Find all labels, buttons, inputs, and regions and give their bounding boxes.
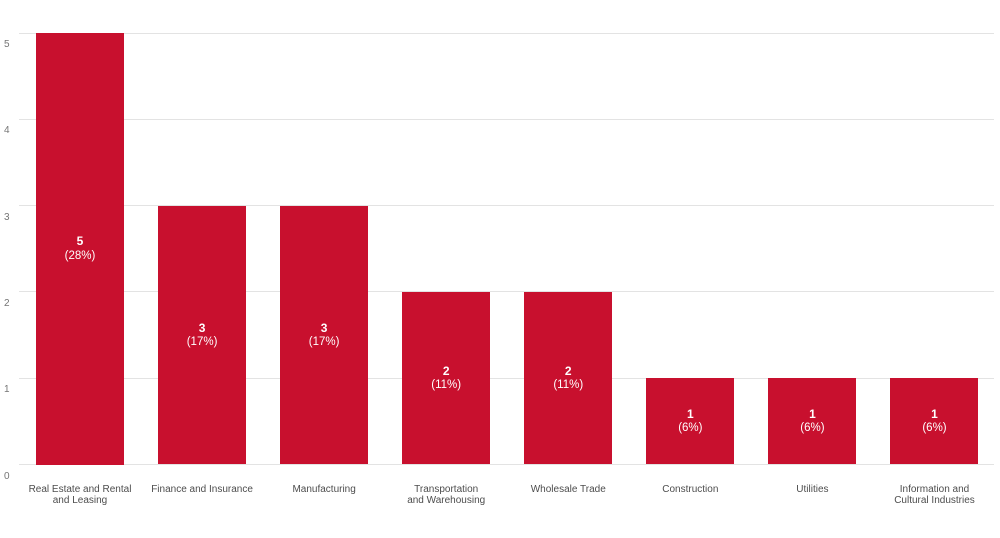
category-label: Transportation and Warehousing bbox=[371, 484, 521, 507]
category-label: Information and Cultural Industries bbox=[859, 484, 1000, 507]
bar-percent-text: (6%) bbox=[922, 422, 947, 435]
category-label: Construction bbox=[615, 484, 765, 496]
category-label-line: Transportation bbox=[414, 483, 479, 495]
category-label-line: Wholesale Trade bbox=[530, 483, 606, 495]
bar-value-label: 5 (28%) bbox=[65, 234, 96, 263]
y-axis-tick-label: 4 bbox=[4, 125, 10, 137]
category-label-line: Manufacturing bbox=[292, 483, 356, 495]
bar-count-text: 2 bbox=[442, 363, 450, 378]
category-label-line: and Warehousing bbox=[407, 495, 486, 506]
y-axis-tick-label: 0 bbox=[4, 470, 10, 482]
gridline bbox=[19, 32, 994, 34]
bar-percent-text: (28%) bbox=[64, 249, 96, 262]
category-label-line: Finance and Insurance bbox=[151, 483, 253, 495]
gridline bbox=[19, 118, 994, 120]
y-axis-tick-label: 3 bbox=[4, 211, 10, 223]
category-label: Finance and Insurance bbox=[127, 484, 277, 496]
category-label: Manufacturing bbox=[249, 484, 399, 496]
category-label-line: Construction bbox=[662, 483, 719, 495]
gridline bbox=[19, 205, 994, 207]
bar: 2 (11%) bbox=[524, 291, 613, 465]
y-axis-tick-label: 5 bbox=[4, 39, 10, 50]
bar: 5 (28%) bbox=[36, 33, 124, 465]
y-axis-tick-label: 2 bbox=[4, 297, 10, 309]
bar-value-label: 3 (17%) bbox=[309, 321, 340, 350]
bar-count-text: 1 bbox=[931, 406, 938, 421]
bar-count-text: 1 bbox=[809, 406, 816, 421]
gridline bbox=[19, 291, 994, 293]
bar-value-label: 1 (6%) bbox=[678, 407, 702, 436]
y-axis-tick-label: 1 bbox=[4, 384, 10, 396]
bar-value-label: 1 (6%) bbox=[800, 407, 824, 436]
bar: 3 (17%) bbox=[280, 205, 369, 465]
bar: 3 (17%) bbox=[158, 205, 247, 465]
bar-count-text: 1 bbox=[687, 406, 694, 421]
bar-percent-text: (11%) bbox=[431, 379, 462, 392]
category-label-line: Real Estate and Rental bbox=[28, 483, 132, 495]
bar: 1 (6%) bbox=[646, 378, 735, 465]
category-label-line: Information and bbox=[899, 483, 970, 495]
bar-count-text: 3 bbox=[320, 320, 328, 335]
bar-percent-text: (17%) bbox=[186, 336, 218, 349]
category-label-line: and Leasing bbox=[52, 495, 108, 506]
bar-percent-text: (6%) bbox=[678, 422, 703, 435]
bar-value-label: 3 (17%) bbox=[187, 321, 218, 350]
category-label: Real Estate and Rental and Leasing bbox=[5, 484, 155, 507]
bar-percent-text: (6%) bbox=[800, 422, 825, 435]
bar-count-text: 3 bbox=[198, 320, 206, 335]
bar-percent-text: (17%) bbox=[308, 336, 340, 349]
category-label: Wholesale Trade bbox=[493, 484, 643, 496]
bar-value-label: 2 (11%) bbox=[431, 364, 461, 393]
gridline bbox=[19, 377, 994, 379]
bar-value-label: 1 (6%) bbox=[922, 407, 946, 436]
bar: 1 (6%) bbox=[768, 378, 857, 465]
category-label-line: Cultural Industries bbox=[894, 495, 975, 506]
bar-count-text: 5 bbox=[76, 234, 84, 249]
bar: 1 (6%) bbox=[890, 378, 979, 465]
category-label: Utilities bbox=[737, 484, 887, 496]
bar-value-label: 2 (11%) bbox=[553, 364, 583, 393]
bar: 2 (11%) bbox=[402, 291, 491, 465]
bar-count-text: 2 bbox=[564, 363, 572, 378]
gridline bbox=[19, 464, 994, 465]
category-label-line: Utilities bbox=[796, 483, 829, 495]
bar-percent-text: (11%) bbox=[553, 379, 584, 392]
